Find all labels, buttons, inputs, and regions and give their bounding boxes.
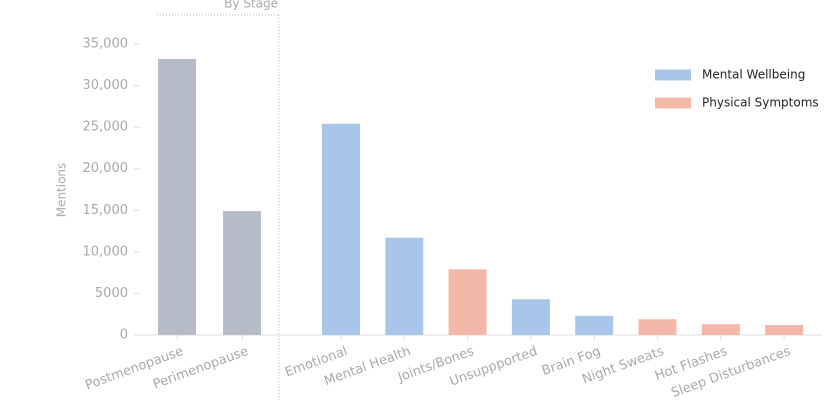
bar	[575, 315, 614, 335]
bar	[765, 325, 804, 335]
y-tick-label: 35,000	[83, 37, 129, 52]
bar	[223, 211, 261, 335]
legend-text: Physical Symptoms	[702, 96, 819, 110]
legend-swatch	[655, 97, 691, 109]
legend-text: Mental Wellbeing	[702, 68, 805, 82]
y-tick-label: 15,000	[83, 203, 129, 218]
y-tick-label: 0	[120, 328, 128, 343]
y-axis-label: Mentions	[55, 163, 69, 218]
bar	[638, 319, 677, 335]
bar	[448, 269, 487, 335]
y-tick-label: 30,000	[83, 78, 129, 93]
bar	[322, 123, 360, 336]
bar	[158, 58, 196, 336]
bar	[701, 324, 740, 335]
y-tick-label: 5000	[95, 286, 128, 301]
bar	[385, 237, 424, 335]
bar	[511, 299, 550, 335]
group-label: By Stage	[224, 0, 278, 11]
legend-swatch	[655, 69, 691, 81]
y-tick-label: 20,000	[83, 161, 129, 176]
y-tick-label: 10,000	[83, 244, 129, 259]
y-tick-label: 25,000	[83, 120, 129, 135]
